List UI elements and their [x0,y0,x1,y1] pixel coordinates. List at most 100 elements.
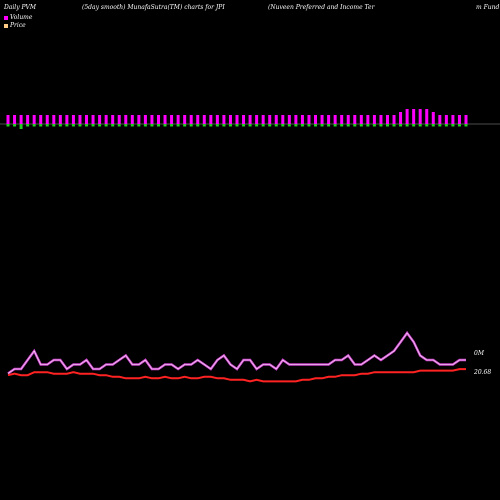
volume-bar [353,115,357,124]
volume-bar [248,115,252,124]
volume-bar [366,115,370,124]
volume-bar-down [222,124,226,127]
volume-bar [19,115,23,124]
volume-bar-down [438,124,442,127]
volume-bar [412,109,416,124]
volume-bar [268,115,272,124]
volume-bar [300,115,304,124]
volume-bar-down [359,124,363,127]
volume-bar-down [104,124,108,127]
volume-bar-down [327,124,331,127]
volume-bar [176,115,180,124]
volume-bar-down [65,124,69,127]
volume-bar [6,115,10,124]
volume-bar-down [457,124,461,127]
volume-bar-down [320,124,324,127]
legend-price: Price [4,23,26,29]
volume-bar [13,115,17,124]
volume-bar-down [137,124,141,127]
volume-bar [294,115,298,124]
volume-bar-down [91,124,95,127]
volume-bar [111,115,115,124]
volume-bar-down [268,124,272,127]
volume-bar-down [431,124,435,127]
volume-bar [222,115,226,124]
volume-bar [340,115,344,124]
volume-bar [287,115,291,124]
volume-bar [242,115,246,124]
volume-bar [156,115,160,124]
legend-price-label: Price [10,22,26,29]
volume-bar [438,115,442,124]
volume-bar-down [143,124,147,127]
volume-bar [39,115,43,124]
volume-bar-down [346,124,350,127]
volume-bar [228,115,232,124]
volume-bar [444,115,448,124]
volume-bar-down [176,124,180,127]
volume-bar [202,115,206,124]
volume-bar-down [189,124,193,127]
chart-header: Daily PVM (5day smooth) MunafaSutra(TM) … [4,2,500,42]
volume-bar-down [98,124,102,127]
volume-bar-down [248,124,252,127]
volume-bar [45,115,49,124]
volume-bar-down [58,124,62,127]
volume-bar-down [372,124,376,127]
right-title: (Nuveen Preferred and Income Ter [268,4,375,11]
far-right-title: m Fund [476,4,500,11]
volume-bar-down [314,124,318,127]
volume-bar [58,115,62,124]
volume-bar [183,115,187,124]
volume-bar [137,115,141,124]
volume-bar [215,115,219,124]
volume-line-highlight [7,332,466,374]
volume-bar [451,115,455,124]
volume-bar-down [300,124,304,127]
volume-bar [104,115,108,124]
volume-bar-down [333,124,337,127]
volume-bar [392,115,396,124]
volume-bar [189,115,193,124]
volume-bar-down [124,124,128,127]
volume-bar [399,112,403,124]
volume-bar [333,115,337,124]
volume-bar-down [287,124,291,127]
volume-bar-down [418,124,422,127]
volume-bar [235,115,239,124]
volume-bar-down [228,124,232,127]
volume-bar-down [39,124,43,127]
volume-bar-down [451,124,455,127]
volume-bar-down [261,124,265,127]
volume-bar [143,115,147,124]
volume-bar-down [52,124,56,127]
volume-bar [71,115,75,124]
volume-bar [274,115,278,124]
volume-bar-down [78,124,82,127]
volume-bar [385,115,389,124]
volume-bar-down [26,124,30,127]
volume-bar [314,115,318,124]
volume-bar-down [19,124,23,129]
volume-bar-down [366,124,370,127]
volume-bar-down [412,124,416,127]
volume-bar [196,115,200,124]
left-title: Daily PVM [4,4,37,11]
price-axis-label: 20.68 [473,369,491,376]
volume-bar [307,115,311,124]
volume-bar-down [196,124,200,127]
volume-bar-down [307,124,311,127]
volume-bar-down [444,124,448,127]
legend-volume-swatch [4,16,8,20]
volume-bar [32,115,36,124]
volume-bar-down [183,124,187,127]
volume-bar-down [45,124,49,127]
volume-bar [78,115,82,124]
volume-bar-down [13,124,17,127]
volume-bar [379,115,383,124]
volume-bar-down [392,124,396,127]
volume-axis-label: 0M [474,350,485,357]
mid-title: (5day smooth) MunafaSutra(TM) charts for… [82,4,225,11]
volume-bar-down [255,124,259,127]
volume-bar [130,115,134,124]
